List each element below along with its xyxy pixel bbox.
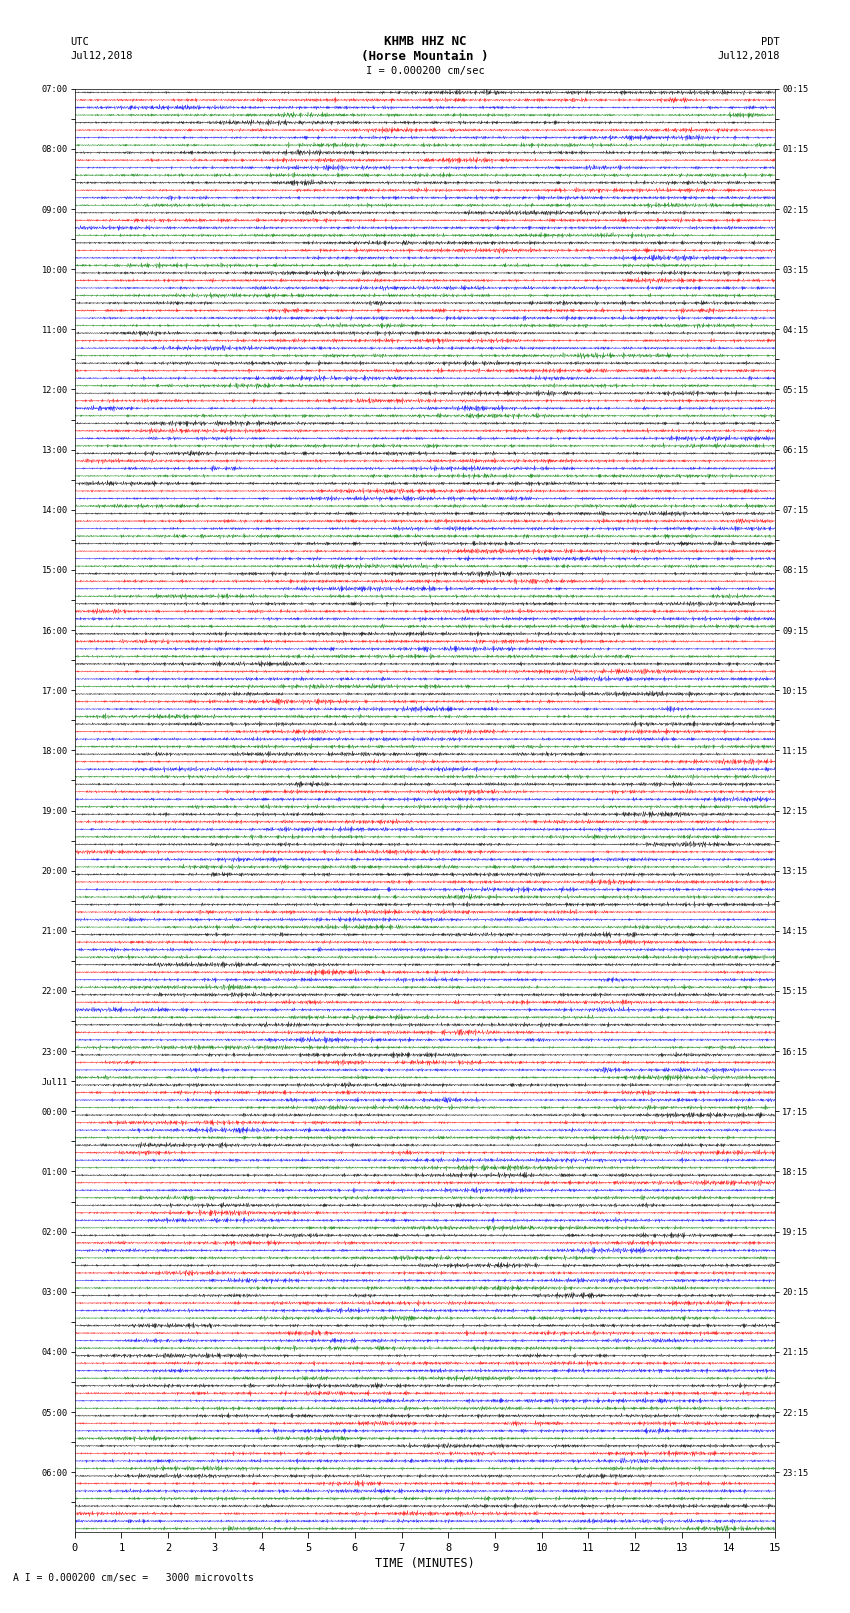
Text: Jul12,2018: Jul12,2018	[71, 52, 133, 61]
Text: I = 0.000200 cm/sec: I = 0.000200 cm/sec	[366, 66, 484, 76]
Text: Jul12,2018: Jul12,2018	[717, 52, 779, 61]
Text: PDT: PDT	[761, 37, 779, 47]
X-axis label: TIME (MINUTES): TIME (MINUTES)	[375, 1557, 475, 1569]
Text: A I = 0.000200 cm/sec =   3000 microvolts: A I = 0.000200 cm/sec = 3000 microvolts	[13, 1573, 253, 1582]
Text: (Horse Mountain ): (Horse Mountain )	[361, 50, 489, 63]
Text: KHMB HHZ NC: KHMB HHZ NC	[383, 35, 467, 48]
Text: UTC: UTC	[71, 37, 89, 47]
